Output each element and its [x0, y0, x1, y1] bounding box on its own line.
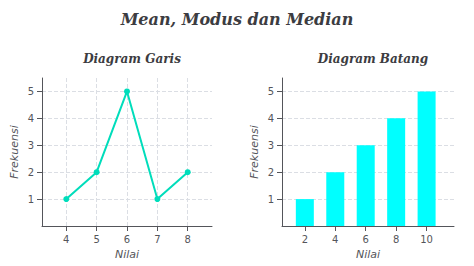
svg-text:3: 3 [268, 140, 274, 151]
svg-text:Nilai: Nilai [356, 248, 380, 261]
svg-text:8: 8 [393, 234, 399, 245]
svg-text:Frekuensi: Frekuensi [248, 125, 261, 179]
svg-text:6: 6 [124, 234, 130, 245]
svg-text:2: 2 [302, 234, 308, 245]
svg-text:1: 1 [268, 194, 274, 205]
svg-text:8: 8 [185, 234, 191, 245]
svg-text:2: 2 [28, 167, 34, 178]
svg-text:4: 4 [332, 234, 338, 245]
svg-text:Diagram Batang: Diagram Batang [317, 52, 428, 66]
svg-text:4: 4 [28, 113, 34, 124]
svg-text:5: 5 [268, 86, 274, 97]
svg-text:10: 10 [420, 234, 433, 245]
svg-text:1: 1 [28, 194, 34, 205]
svg-text:7: 7 [154, 234, 160, 245]
svg-text:Mean, Modus dan Median: Mean, Modus dan Median [120, 10, 354, 29]
svg-text:4: 4 [268, 113, 274, 124]
svg-text:2: 2 [268, 167, 274, 178]
svg-text:4: 4 [63, 234, 69, 245]
svg-text:5: 5 [93, 234, 99, 245]
svg-text:Diagram Garis: Diagram Garis [82, 52, 181, 66]
svg-text:Frekuensi: Frekuensi [8, 125, 21, 179]
svg-text:5: 5 [28, 86, 34, 97]
svg-text:Nilai: Nilai [115, 248, 139, 261]
svg-text:6: 6 [363, 234, 369, 245]
svg-text:3: 3 [28, 140, 34, 151]
